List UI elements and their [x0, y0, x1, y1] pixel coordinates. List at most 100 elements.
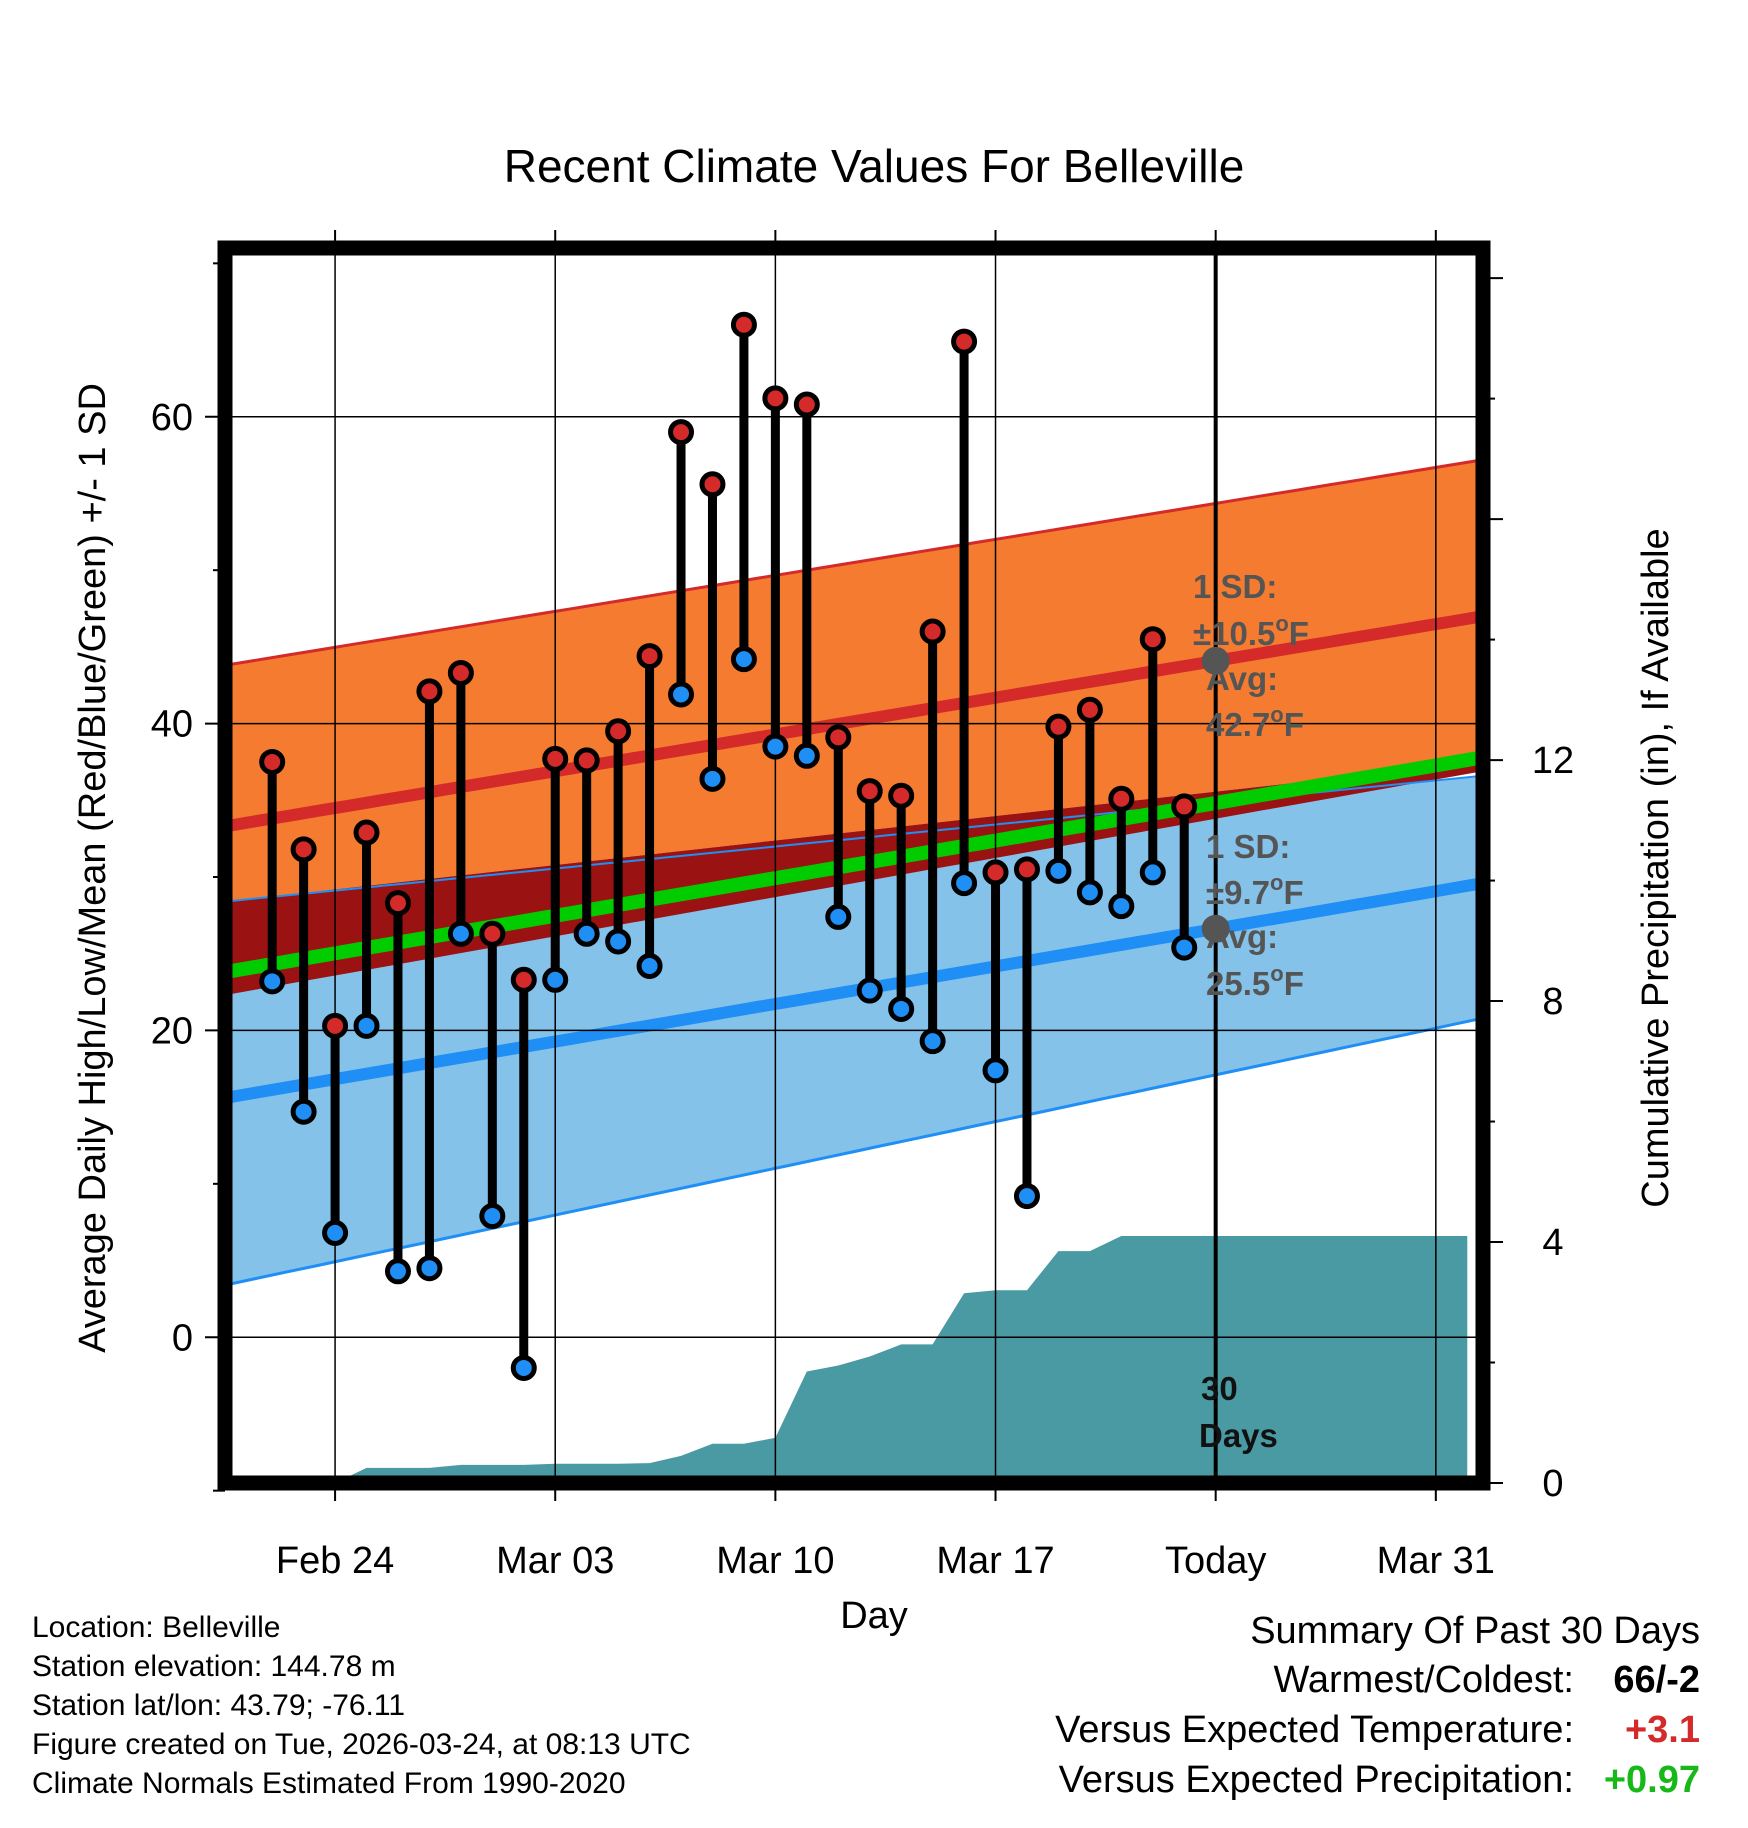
x-axis-label: Day: [840, 1595, 908, 1637]
right-tick-label: 12: [1532, 740, 1574, 782]
daily-high-point: [510, 966, 537, 993]
daily-high-point: [951, 328, 978, 355]
daily-high-point: [1045, 713, 1072, 740]
daily-low-point: [825, 903, 852, 930]
daily-high-point: [353, 819, 380, 846]
elevation-text: Station elevation: 144.78 m: [32, 1650, 396, 1683]
daily-high-point: [259, 748, 286, 775]
daily-high-point: [668, 419, 695, 446]
created-text: Figure created on Tue, 2026-03-24, at 08…: [32, 1728, 691, 1761]
daily-high-point: [1171, 793, 1198, 820]
left-tick-label: 40: [151, 704, 193, 746]
daily-low-point: [762, 733, 789, 760]
daily-high-point: [888, 782, 915, 809]
daily-low-point: [447, 920, 474, 947]
daily-low-point: [322, 1219, 349, 1246]
x-tick-label: Mar 03: [496, 1540, 614, 1582]
warmest-label: Warmest/Coldest:: [1273, 1659, 1574, 1701]
daily-high-point: [1139, 626, 1166, 653]
daily-high-point: [290, 836, 317, 863]
summary-panel: Summary Of Past 30 Days Warmest/Coldest:…: [1055, 1610, 1700, 1809]
chart-title: Recent Climate Values For Belleville: [504, 140, 1245, 192]
low-avg-value: 25.5oF: [1206, 961, 1304, 1002]
mean-sd-band: [225, 761, 1483, 996]
daily-high-point: [384, 890, 411, 917]
daily-high-point: [605, 718, 632, 745]
low-sd-label: 1 SD:: [1206, 828, 1290, 865]
high-sd-label: 1 SD:: [1193, 568, 1277, 605]
daily-low-point: [1076, 879, 1103, 906]
precip-anomaly-value: +0.97: [1603, 1759, 1700, 1801]
daily-high-point: [699, 471, 726, 498]
left-tick-label: 60: [151, 397, 193, 439]
left-tick-label: 0: [172, 1317, 193, 1359]
latlon-text: Station lat/lon: 43.79; -76.11: [32, 1689, 406, 1722]
station-info: Location: Belleville Station elevation: …: [32, 1608, 691, 1803]
daily-low-point: [542, 966, 569, 993]
summary-heading: Summary Of Past 30 Days: [1250, 1610, 1700, 1652]
summary-row-temp: Versus Expected Temperature: +3.1: [1055, 1709, 1700, 1759]
low-sd-value: ±9.7oF: [1206, 870, 1304, 911]
daily-high-point: [542, 745, 569, 772]
daily-low-point: [1108, 893, 1135, 920]
daily-low-point: [856, 977, 883, 1004]
daily-high-point: [762, 385, 789, 412]
low-avg-label: Avg:: [1206, 918, 1278, 955]
daily-low-point: [730, 646, 757, 673]
daily-high-point: [416, 678, 443, 705]
daily-high-point: [856, 778, 883, 805]
plot-content: [225, 248, 1483, 1483]
daily-low-point: [951, 870, 978, 897]
daily-low-point: [573, 920, 600, 947]
plot-frame: [217, 240, 1491, 1491]
x-tick-label: Mar 31: [1377, 1540, 1495, 1582]
daily-low-point: [416, 1255, 443, 1282]
low-average-line: [225, 877, 1483, 1104]
high-sd-upper-line: [225, 458, 1483, 667]
daily-low-point: [888, 995, 915, 1022]
high-sd-value: ±10.5oF: [1193, 611, 1309, 652]
daily-high-point: [730, 311, 757, 338]
daily-low-point: [259, 968, 286, 995]
daily-low-point: [510, 1354, 537, 1381]
x-tick-label: Mar 17: [936, 1540, 1054, 1582]
temp-anomaly-label: Versus Expected Temperature:: [1055, 1709, 1574, 1751]
daily-low-point: [793, 742, 820, 769]
right-tick-label: 0: [1542, 1463, 1563, 1505]
mean-average-line: [225, 750, 1483, 980]
daily-low-point: [1171, 934, 1198, 961]
high-avg-label: Avg:: [1206, 660, 1278, 697]
low-sd-lower-line: [225, 1016, 1483, 1287]
daily-low-point: [982, 1057, 1009, 1084]
daily-high-point: [825, 724, 852, 751]
daily-high-point: [1076, 696, 1103, 723]
daily-high-point: [636, 643, 663, 670]
daily-low-point: [290, 1098, 317, 1125]
left-tick-label: 20: [151, 1010, 193, 1052]
daily-high-point: [919, 618, 946, 645]
x-tick-label: Mar 10: [716, 1540, 834, 1582]
daily-low-point: [699, 765, 726, 792]
temp-anomaly-value: +3.1: [1624, 1709, 1700, 1751]
normals-text: Climate Normals Estimated From 1990-2020: [32, 1767, 626, 1800]
right-tick-label: 4: [1542, 1222, 1563, 1264]
warmest-value: 66/-2: [1613, 1659, 1700, 1701]
today-high-normal-point: [1201, 646, 1230, 675]
daily-low-point: [1045, 857, 1072, 884]
daily-high-point: [1013, 856, 1040, 883]
right-tick-label: 8: [1542, 981, 1563, 1023]
daily-low-point: [1139, 859, 1166, 886]
daily-high-point: [479, 920, 506, 947]
daily-high-point: [573, 747, 600, 774]
right-axis-label: Cumulative Precipitation (in), If Availa…: [1635, 528, 1677, 1207]
daily-low-point: [353, 1012, 380, 1039]
precipitation-area: [335, 1236, 1468, 1483]
x-tick-label: Feb 24: [276, 1540, 394, 1582]
high-avg-value: 42.7oF: [1206, 702, 1304, 743]
window-days-unit: Days: [1199, 1417, 1278, 1454]
location-text: Location: Belleville: [32, 1611, 281, 1644]
high-sd-band: [225, 459, 1483, 902]
daily-high-point: [982, 859, 1009, 886]
plot-area: 1 SD: ±10.5oF Avg: 42.7oF 1 SD: ±9.7oF Avg: 25.…: [151, 230, 1574, 1582]
daily-high-point: [322, 1012, 349, 1039]
